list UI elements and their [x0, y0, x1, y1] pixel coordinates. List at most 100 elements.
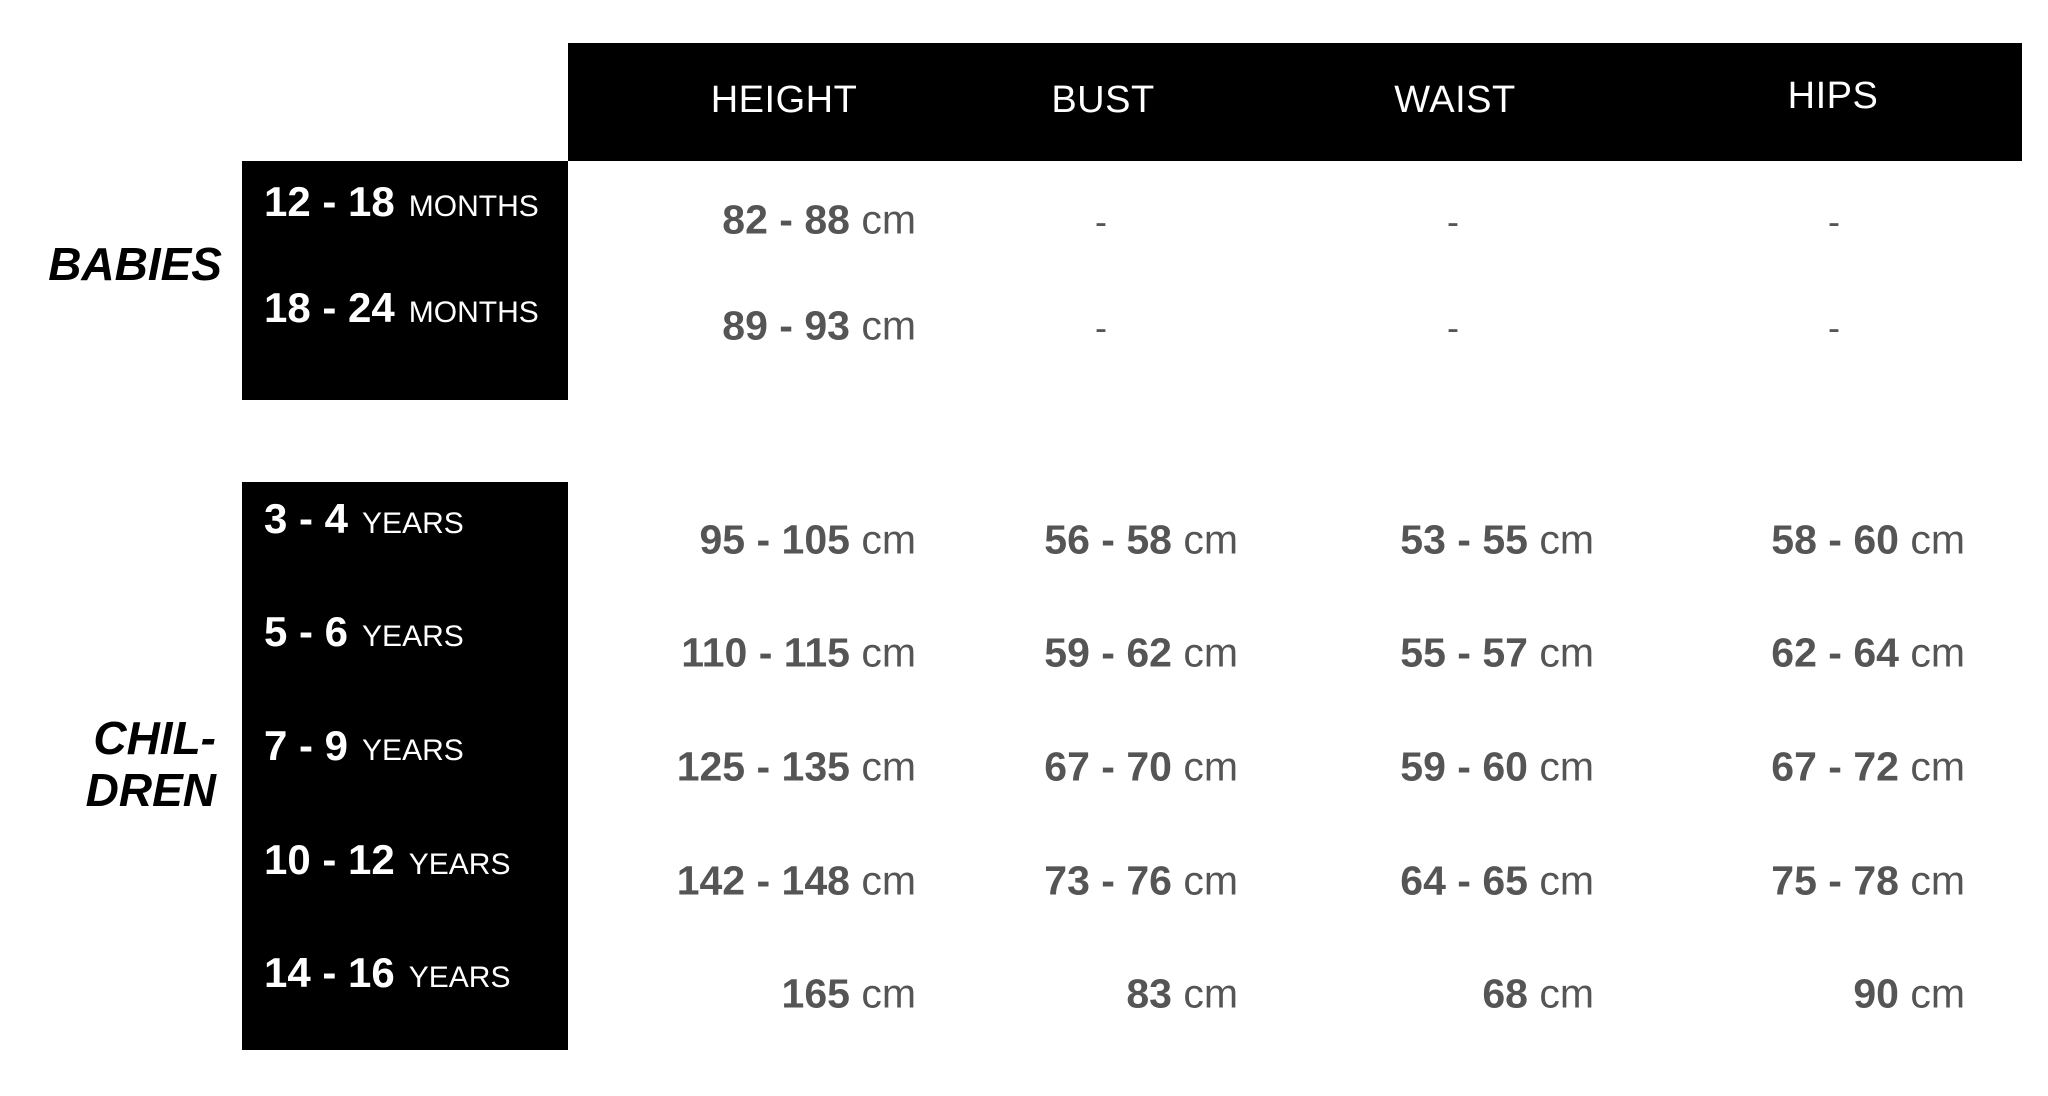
measurement-cell: 59 - 62 cm: [1044, 630, 1238, 677]
table-header: HEIGHT BUST WAIST HIPS: [568, 43, 2022, 161]
measurement-cell: 110 - 115 cm: [681, 630, 916, 677]
measurement-value: 89 - 93: [722, 302, 850, 349]
measurement-value: 75 - 78: [1771, 857, 1899, 904]
measurement-cell: 64 - 65 cm: [1400, 858, 1594, 905]
age-unit: YEARS: [362, 507, 464, 540]
measurement-unit: cm: [1183, 629, 1238, 676]
measurement-value: 64 - 65: [1400, 857, 1528, 904]
measurement-cell: 59 - 60 cm: [1400, 744, 1594, 791]
measurement-value: 67 - 70: [1044, 743, 1172, 790]
measurement-value: 53 - 55: [1400, 516, 1528, 563]
measurement-value: 62 - 64: [1771, 629, 1899, 676]
measurement-value: 58 - 60: [1771, 516, 1899, 563]
measurement-cell: 62 - 64 cm: [1771, 630, 1965, 677]
measurement-value: 73 - 76: [1044, 857, 1172, 904]
measurement-value: 67 - 72: [1771, 743, 1899, 790]
age-unit: YEARS: [408, 848, 511, 881]
group-label-babies: BABIES: [48, 238, 222, 290]
column-header-height: HEIGHT: [710, 79, 858, 121]
age-label: 10 - 12 YEARS: [264, 836, 510, 884]
measurement-cell: 67 - 70 cm: [1044, 744, 1238, 791]
empty-cell-dash: -: [1828, 307, 1840, 348]
age-label: 7 - 9 YEARS: [264, 722, 464, 770]
measurement-unit: cm: [1539, 629, 1594, 676]
age-label: 14 - 16 YEARS: [264, 949, 510, 997]
measurement-value: 165: [781, 970, 850, 1017]
measurement-unit: cm: [1910, 857, 1965, 904]
measurement-cell: 73 - 76 cm: [1044, 858, 1238, 905]
measurement-unit: cm: [1183, 743, 1238, 790]
measurement-unit: cm: [1183, 857, 1238, 904]
measurement-unit: cm: [861, 302, 916, 349]
group-label-children-line2: DREN: [85, 764, 216, 816]
age-label: 5 - 6 YEARS: [264, 608, 464, 656]
age-label: 3 - 4 YEARS: [264, 495, 464, 543]
age-unit: YEARS: [408, 961, 511, 994]
column-header-hips: HIPS: [1787, 75, 1879, 117]
measurement-unit: cm: [861, 743, 916, 790]
measurement-value: 142 - 148: [676, 857, 850, 904]
measurement-cell: 67 - 72 cm: [1771, 744, 1965, 791]
measurement-cell: 95 - 105 cm: [699, 517, 916, 564]
age-unit: MONTHS: [408, 296, 539, 329]
age-unit: YEARS: [362, 734, 464, 767]
measurement-value: 110 - 115: [681, 629, 850, 676]
measurement-unit: cm: [1183, 970, 1238, 1017]
measurement-cell: 165 cm: [782, 971, 916, 1018]
age-range: 3 - 4: [264, 495, 349, 542]
measurement-value: 55 - 57: [1400, 629, 1528, 676]
empty-cell-dash: -: [1447, 201, 1459, 242]
measurement-cell: 90 cm: [1853, 971, 1965, 1018]
measurement-unit: cm: [1183, 516, 1238, 563]
measurement-cell: 82 - 88 cm: [722, 197, 916, 244]
measurement-unit: cm: [861, 857, 916, 904]
column-header-waist: WAIST: [1394, 79, 1516, 121]
measurement-value: 68: [1482, 970, 1528, 1017]
measurement-cell: 75 - 78 cm: [1771, 858, 1965, 905]
children-age-column: [242, 482, 568, 1050]
measurement-unit: cm: [861, 970, 916, 1017]
measurement-unit: cm: [1539, 857, 1594, 904]
measurement-unit: cm: [861, 196, 916, 243]
group-label-children: CHIL- DREN: [20, 712, 216, 816]
empty-cell-dash: -: [1095, 307, 1107, 348]
measurement-value: 95 - 105: [699, 516, 850, 563]
measurement-unit: cm: [1539, 970, 1594, 1017]
measurement-cell: 56 - 58 cm: [1044, 517, 1238, 564]
empty-cell-dash: -: [1095, 201, 1107, 242]
measurement-unit: cm: [1910, 516, 1965, 563]
age-unit: MONTHS: [408, 190, 539, 223]
age-label: 12 - 18 MONTHS: [264, 178, 539, 226]
empty-cell-dash: -: [1447, 307, 1459, 348]
measurement-cell: 89 - 93 cm: [722, 303, 916, 350]
measurement-unit: cm: [1910, 743, 1965, 790]
measurement-value: 125 - 135: [676, 743, 850, 790]
measurement-value: 90: [1853, 970, 1899, 1017]
measurement-unit: cm: [1539, 516, 1594, 563]
age-range: 14 - 16: [264, 949, 395, 996]
group-label-children-line1: CHIL-: [93, 712, 216, 764]
age-label: 18 - 24 MONTHS: [264, 284, 539, 332]
measurement-cell: 53 - 55 cm: [1400, 517, 1594, 564]
measurement-unit: cm: [1539, 743, 1594, 790]
measurement-unit: cm: [1910, 629, 1965, 676]
measurement-cell: 142 - 148 cm: [677, 858, 916, 905]
measurement-value: 56 - 58: [1044, 516, 1172, 563]
measurement-unit: cm: [1910, 970, 1965, 1017]
column-header-bust: BUST: [1051, 79, 1155, 121]
measurement-value: 82 - 88: [722, 196, 850, 243]
age-range: 18 - 24: [264, 284, 395, 331]
age-unit: YEARS: [362, 620, 464, 653]
measurement-unit: cm: [861, 629, 916, 676]
measurement-value: 59 - 60: [1400, 743, 1528, 790]
age-range: 5 - 6: [264, 608, 349, 655]
age-range: 12 - 18: [264, 178, 395, 225]
measurement-cell: 58 - 60 cm: [1771, 517, 1965, 564]
measurement-cell: 55 - 57 cm: [1400, 630, 1594, 677]
measurement-cell: 83 cm: [1126, 971, 1238, 1018]
measurement-unit: cm: [861, 516, 916, 563]
age-range: 7 - 9: [264, 722, 349, 769]
babies-age-column: [242, 161, 568, 400]
measurement-cell: 68 cm: [1482, 971, 1594, 1018]
measurement-cell: 125 - 135 cm: [677, 744, 916, 791]
